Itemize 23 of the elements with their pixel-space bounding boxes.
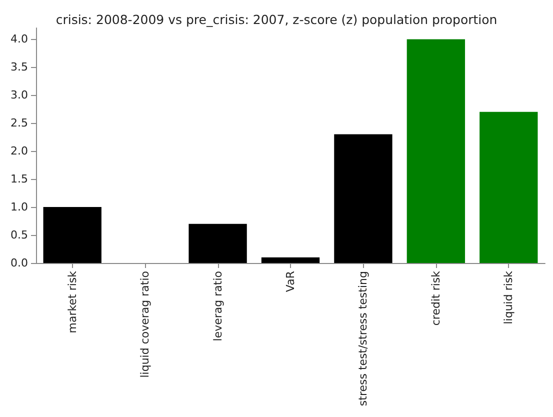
x-tick-label: stress test/stress testing (356, 271, 370, 406)
x-tick-label: liquid coverag ratio (138, 270, 152, 378)
y-tick-label: 3.5 (10, 60, 28, 74)
x-tick-label: leverag ratio (211, 270, 224, 342)
bar (480, 112, 538, 263)
y-tick-label: 4.0 (10, 32, 28, 46)
x-tick-label: market risk (66, 270, 79, 334)
bar (188, 224, 247, 263)
y-tick-label: 2.5 (10, 116, 28, 130)
y-tick-label: 1.5 (10, 172, 28, 186)
y-tick-label: 0.0 (10, 256, 28, 270)
bar (261, 257, 320, 263)
x-tick-label: liquid risk (502, 270, 516, 324)
x-tick-label: credit risk (429, 270, 442, 326)
y-tick-label: 2.0 (10, 144, 28, 158)
chart-title: crisis: 2008-2009 vs pre_crisis: 2007, z-score (z) population proportion (56, 12, 498, 27)
y-tick-label: 0.5 (10, 228, 28, 242)
bar (406, 39, 466, 263)
bar (43, 207, 102, 263)
bar (334, 134, 392, 263)
x-tick-label: VaR (284, 270, 297, 292)
y-tick-label: 3.0 (10, 88, 28, 102)
y-tick-label: 1.0 (10, 200, 28, 214)
